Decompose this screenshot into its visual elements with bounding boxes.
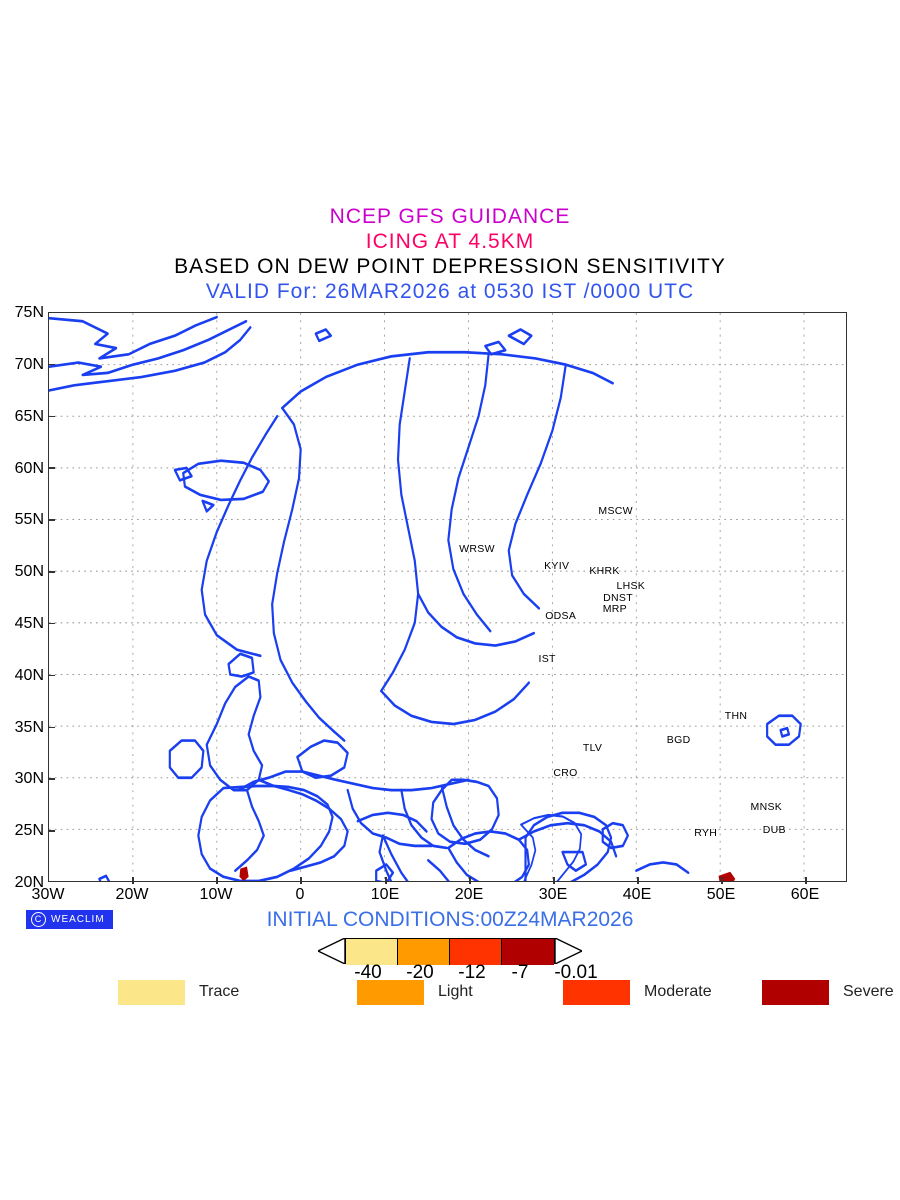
- y-tick-25n: 25N: [14, 822, 44, 840]
- coastlines: [49, 315, 802, 881]
- icing-region-severe-sahara: [239, 866, 249, 881]
- city-label-odsa: ODSA: [545, 609, 577, 622]
- x-tick-60e: 60E: [790, 886, 820, 903]
- legend-item-moderate: Moderate: [563, 979, 712, 1005]
- x-tick-30e: 30E: [538, 886, 568, 903]
- x-tick-40e: 40E: [622, 886, 652, 903]
- city-label-thn: THN: [724, 710, 748, 723]
- y-tick-60n: 60N: [14, 459, 44, 477]
- y-tick-45n: 45N: [14, 614, 44, 632]
- colorbar-tick--7: -7: [511, 962, 529, 983]
- x-tick-10w: 10W: [199, 886, 233, 903]
- icing-region-severe-gulf: [718, 871, 736, 881]
- city-label-mnsk: MNSK: [750, 801, 783, 814]
- title-line-product: ICING AT 4.5KM: [365, 230, 535, 253]
- copyright-icon: C: [31, 912, 46, 927]
- city-label-bgd: BGD: [666, 734, 691, 747]
- x-axis: 30W 20W 10W 0 10E 20E 30E 40E 50E 60E: [0, 877, 900, 908]
- initial-conditions-text: INITIAL CONDITIONS:00Z24MAR2026: [266, 908, 634, 931]
- legend-swatch-moderate: [563, 979, 630, 1005]
- colorbar-tick--20: -20: [406, 962, 434, 983]
- map-plot-area: MSCW WRSW KYIV KHRK LHSK DNST MRP ODSA I…: [48, 312, 847, 882]
- city-label-ryh: RYH: [694, 827, 718, 840]
- map-gridlines: [49, 313, 846, 881]
- x-tick-50e: 50E: [706, 886, 736, 903]
- x-tick-0: 0: [295, 886, 305, 903]
- city-label-ist: IST: [538, 653, 556, 666]
- legend-item-light: Light: [357, 979, 473, 1005]
- icing-severe-regions: [239, 866, 736, 881]
- title-line-valid: VALID For: 26MAR2026 at 0530 IST /0000 U…: [205, 280, 695, 303]
- x-tick-30w: 30W: [31, 886, 65, 903]
- legend-swatch-severe: [762, 979, 829, 1005]
- colorbar-tick--0.01: -0.01: [554, 962, 598, 983]
- y-tick-65n: 65N: [14, 407, 44, 425]
- colorbar-tick--12: -12: [458, 962, 486, 983]
- y-tick-20n: 20N: [14, 874, 44, 891]
- x-tick-10e: 10E: [370, 886, 400, 903]
- legend-label-light: Light: [438, 983, 473, 1000]
- title-line-basis: BASED ON DEW POINT DEPRESSION SENSITIVIT…: [174, 255, 726, 278]
- colorbar-cell-light: [398, 939, 450, 965]
- colorbar-left-arrow: [318, 938, 345, 964]
- city-label-cro: CRO: [553, 767, 578, 780]
- colorbar-cell-trace: [346, 939, 398, 965]
- x-tick-20e: 20E: [454, 886, 484, 903]
- legend-swatch-trace: [118, 979, 185, 1005]
- city-label-kyiv: KYIV: [544, 560, 570, 573]
- x-tick-20w: 20W: [115, 886, 149, 903]
- y-tick-35n: 35N: [14, 718, 44, 736]
- y-tick-50n: 50N: [14, 563, 44, 581]
- legend-swatch-light: [357, 979, 424, 1005]
- city-label-mscw: MSCW: [598, 505, 633, 518]
- map-canvas: [49, 313, 846, 881]
- title-line-guidance: NCEP GFS GUIDANCE: [329, 205, 571, 228]
- colorbar-cells: [345, 938, 555, 965]
- city-label-tlv: TLV: [582, 741, 603, 754]
- city-label-wrsw: WRSW: [459, 542, 495, 555]
- legend-label-trace: Trace: [199, 983, 240, 1000]
- city-label-khrk: KHRK: [589, 565, 620, 578]
- city-label-dub: DUB: [762, 823, 786, 836]
- colorbar-cell-moderate: [450, 939, 502, 965]
- y-tick-55n: 55N: [14, 511, 44, 529]
- city-label-lhsk: LHSK: [616, 579, 646, 592]
- y-tick-30n: 30N: [14, 770, 44, 788]
- colorbar-right-arrow: [555, 938, 582, 964]
- chart-title-block: NCEP GFS GUIDANCE ICING AT 4.5KM BASED O…: [0, 204, 900, 304]
- city-label-mrp: MRP: [602, 603, 627, 616]
- weaclim-label: WEACLIM: [51, 914, 105, 925]
- y-tick-70n: 70N: [14, 355, 44, 373]
- weaclim-badge[interactable]: C WEACLIM: [26, 910, 113, 929]
- colorbar-tick--40: -40: [354, 962, 382, 983]
- legend-item-trace: Trace: [118, 979, 239, 1005]
- legend-item-severe: Severe: [762, 979, 894, 1005]
- y-tick-75n: 75N: [14, 304, 44, 321]
- colorbar-cell-severe: [502, 939, 554, 965]
- city-label-dnst: DNST: [603, 592, 633, 605]
- y-axis: 75N 70N 65N 60N 55N 50N 45N 40N 35N 30N …: [0, 304, 44, 891]
- legend-label-moderate: Moderate: [644, 983, 712, 1000]
- y-tick-40n: 40N: [14, 666, 44, 684]
- severity-legend: Trace Light Moderate Severe: [0, 979, 900, 1005]
- colorbar-tick-labels: -40 -20 -12 -7 -0.01: [0, 962, 900, 984]
- legend-label-severe: Severe: [843, 983, 894, 1000]
- colorbar: [0, 938, 900, 965]
